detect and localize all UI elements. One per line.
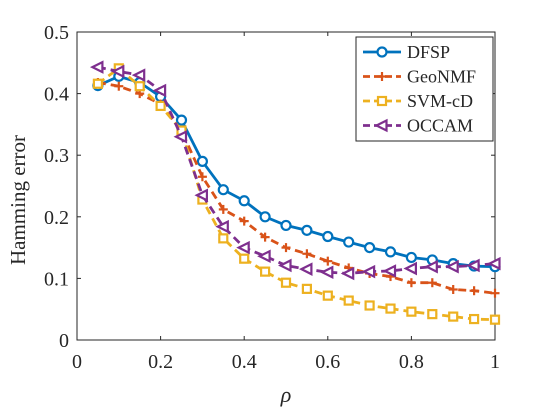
data-point-occam (131, 68, 146, 82)
x-tick-label: 1 (490, 351, 500, 373)
data-point-occam (487, 256, 501, 271)
data-point-dfsp (301, 224, 313, 236)
data-point-occam (361, 264, 376, 279)
y-tick-label: 0.1 (44, 268, 69, 290)
x-tick-label: 0.8 (399, 351, 424, 373)
data-point-svm-cd (260, 266, 271, 277)
legend-marker (376, 95, 388, 107)
axes: 0 0.2 0.4 0.6 0.8 1 0 0.1 0.2 0.3 0.4 0.5 (44, 22, 500, 373)
x-tick-label: 0 (72, 351, 82, 373)
series-svm-cd (92, 63, 501, 325)
data-point-dfsp (384, 246, 397, 258)
series-layer (89, 60, 501, 325)
data-point-occam (152, 83, 167, 98)
data-point-geonmf (197, 172, 207, 182)
y-tick-label: 0.2 (44, 207, 69, 229)
data-point-svm-cd (322, 290, 333, 301)
y-axis-label: Hamming error (6, 135, 30, 265)
data-point-dfsp (259, 211, 271, 223)
data-point-geonmf (448, 284, 458, 294)
data-point-dfsp (175, 114, 188, 126)
data-point-occam (445, 259, 459, 274)
data-point-dfsp (196, 155, 208, 167)
data-point-geonmf (302, 249, 312, 259)
data-point-svm-cd (218, 233, 229, 244)
x-tick-label: 0.2 (148, 351, 173, 373)
data-point-svm-cd (364, 300, 375, 311)
data-point-svm-cd (280, 277, 292, 288)
legend-entry-occam: OCCAM (363, 116, 473, 136)
x-axis-label: ρ (280, 382, 292, 407)
data-point-svm-cd (92, 78, 104, 89)
legend-label: DFSP (407, 42, 450, 62)
x-tick-label: 0.6 (315, 351, 340, 373)
data-point-geonmf (427, 278, 437, 288)
data-point-occam (257, 249, 271, 264)
y-tick-label: 0.4 (44, 84, 69, 106)
data-point-svm-cd (489, 314, 501, 325)
data-point-geonmf (406, 278, 416, 288)
data-point-occam (298, 262, 313, 276)
legend-marker (376, 46, 388, 58)
data-point-geonmf (218, 204, 228, 214)
data-point-geonmf (490, 288, 500, 298)
data-point-occam (110, 64, 125, 79)
data-point-svm-cd (239, 253, 250, 264)
series-line-svm-cd (97, 66, 496, 322)
data-point-svm-cd (385, 303, 396, 314)
data-point-occam (236, 240, 250, 255)
data-point-occam (424, 259, 438, 274)
legend: DFSP GeoNMF SVM-cD OCCAM (355, 36, 494, 142)
data-point-svm-cd (134, 81, 145, 92)
legend-label: SVM-cD (407, 91, 473, 111)
data-point-occam (403, 261, 417, 276)
data-point-svm-cd (155, 100, 166, 112)
data-point-dfsp (343, 236, 355, 248)
data-point-geonmf (281, 243, 291, 253)
data-point-occam (173, 129, 188, 144)
data-point-occam (319, 265, 334, 280)
data-point-geonmf (260, 232, 270, 242)
data-point-dfsp (238, 195, 250, 207)
legend-label: GeoNMF (407, 67, 476, 87)
data-point-svm-cd (301, 283, 312, 294)
data-point-svm-cd (343, 295, 354, 306)
legend-entry-geonmf: GeoNMF (363, 67, 476, 87)
data-point-occam (194, 188, 208, 203)
data-point-geonmf (239, 216, 249, 226)
data-point-occam (278, 258, 292, 273)
data-point-svm-cd (406, 306, 417, 317)
data-point-occam (340, 266, 355, 281)
data-point-occam (466, 258, 480, 273)
legend-entry-dfsp: DFSP (363, 42, 450, 62)
data-point-occam (382, 264, 397, 278)
legend-marker (374, 118, 388, 133)
data-point-occam (215, 219, 229, 234)
series-line-occam (97, 65, 496, 275)
data-point-svm-cd (469, 313, 480, 325)
data-point-geonmf (114, 81, 124, 91)
data-point-geonmf (323, 256, 333, 266)
y-tick-label: 0 (59, 330, 69, 352)
data-point-dfsp (322, 230, 334, 243)
data-point-dfsp (217, 184, 229, 196)
legend-entry-svm-cd: SVM-cD (363, 91, 473, 111)
legend-marker (377, 72, 387, 81)
y-tick-label: 0.5 (44, 22, 69, 44)
data-point-dfsp (364, 242, 376, 254)
data-point-svm-cd (427, 309, 438, 320)
x-tick-label: 0.4 (232, 351, 257, 373)
data-point-dfsp (280, 219, 292, 232)
data-point-geonmf (469, 286, 479, 296)
series-occam (89, 60, 501, 281)
data-point-svm-cd (448, 311, 459, 322)
legend-label: OCCAM (407, 116, 473, 136)
y-tick-label: 0.3 (44, 145, 69, 167)
data-point-dfsp (405, 251, 417, 264)
data-point-occam (89, 60, 104, 74)
